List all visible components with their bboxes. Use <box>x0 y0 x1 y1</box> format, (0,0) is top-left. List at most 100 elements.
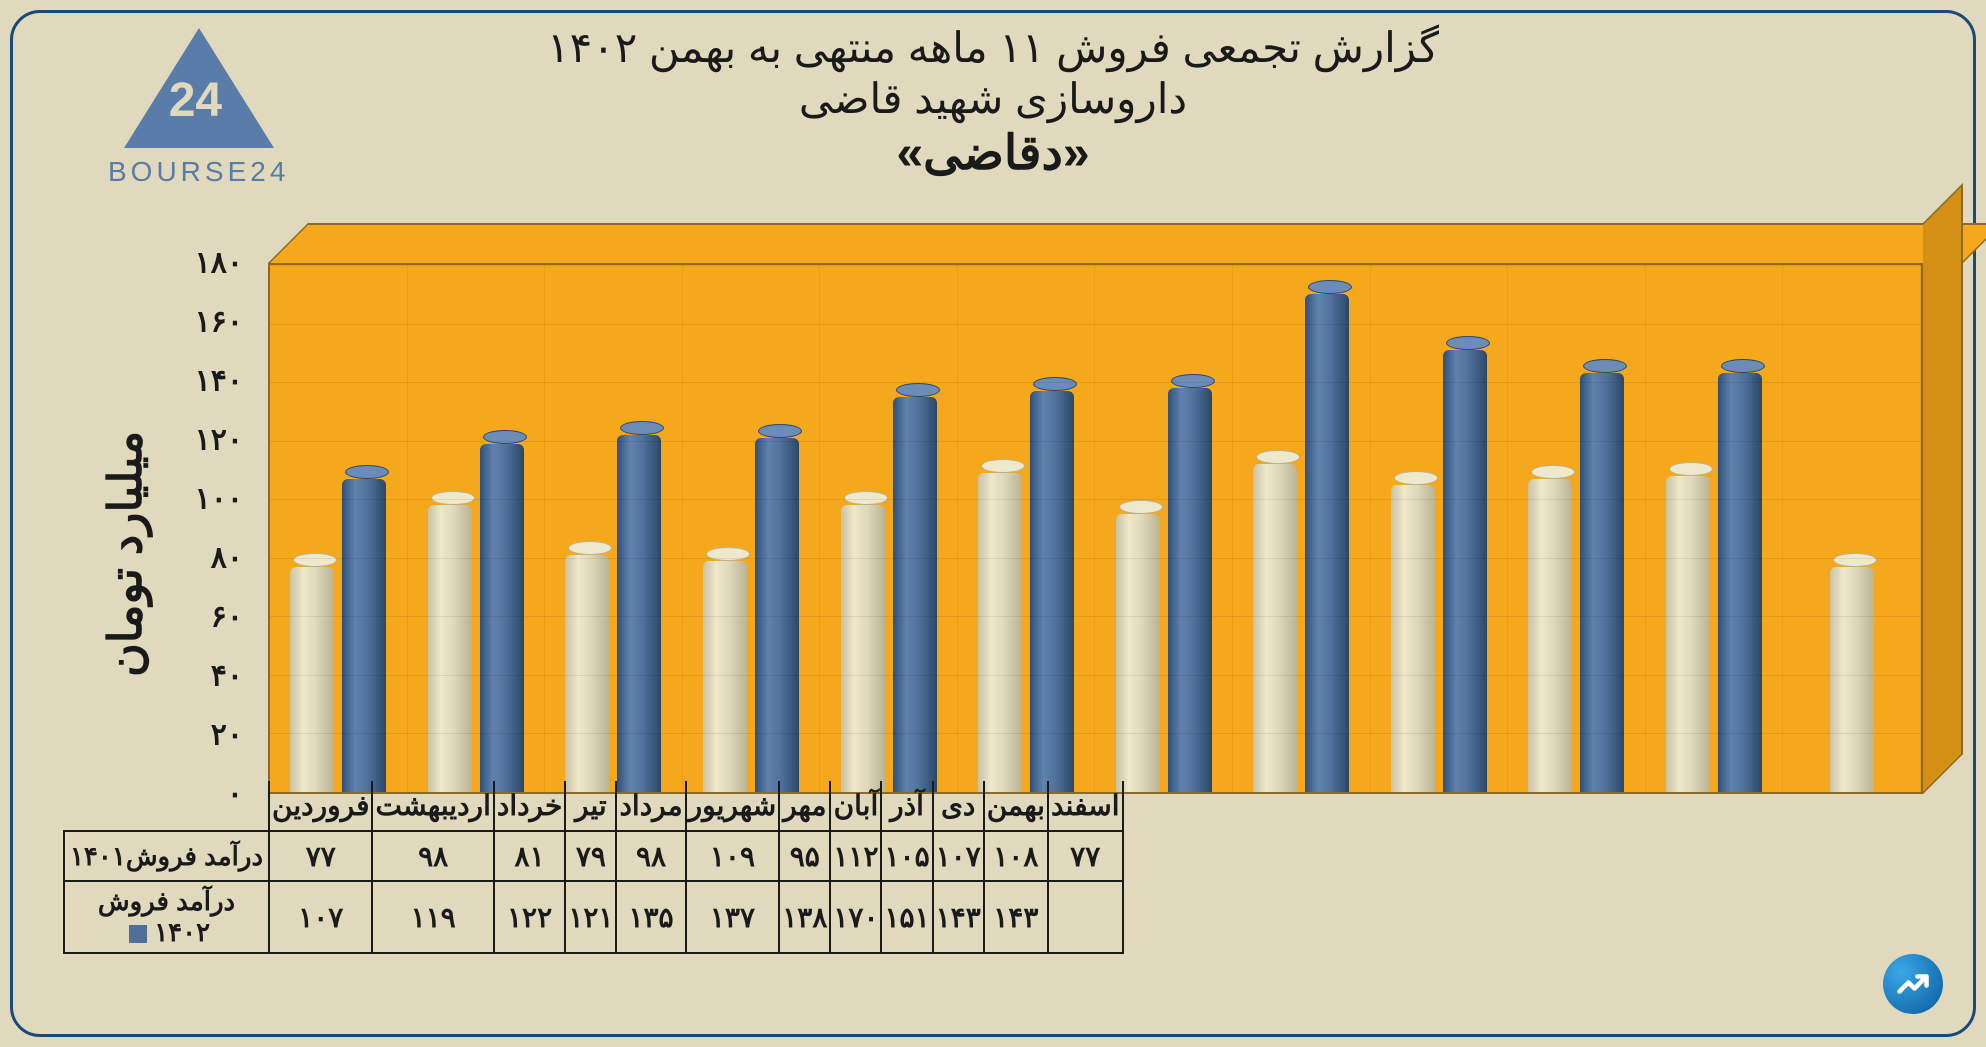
plot-3d-side <box>1923 183 1963 794</box>
bars-container <box>270 265 1921 792</box>
month-group <box>1233 265 1371 792</box>
table-row-series-b: درآمد فروش ۱۴۰۲ ۱۰۷۱۱۹۱۲۲۱۲۱۱۳۵۱۳۷۱۳۸۱۷۰… <box>64 881 1123 953</box>
y-tick: ۸۰ <box>211 541 243 576</box>
bar-series-a <box>1116 514 1160 792</box>
cell-series-b: ۱۱۹ <box>372 881 493 953</box>
cell-series-a: ۷۷ <box>1048 831 1123 881</box>
cell-series-b: ۱۰۷ <box>269 881 372 953</box>
bar-series-b <box>1168 388 1212 792</box>
cell-series-a: ۷۹ <box>565 831 616 881</box>
bar-series-a <box>841 505 885 792</box>
bar-series-a <box>978 473 1022 792</box>
chart-area: میلیارد تومان ۰۲۰۴۰۶۰۸۰۱۰۰۱۲۰۱۴۰۱۶۰۱۸۰ ف… <box>63 263 1923 954</box>
grid-line <box>270 265 1921 266</box>
month-header: تیر <box>565 781 616 831</box>
plot-3d-top <box>268 223 1986 263</box>
cell-series-a: ۱۰۵ <box>881 831 932 881</box>
month-group <box>1371 265 1509 792</box>
month-group <box>1508 265 1646 792</box>
cell-series-b: ۱۴۳ <box>933 881 984 953</box>
month-group <box>1095 265 1233 792</box>
legend-square-icon <box>129 925 147 943</box>
y-tick: ۱۸۰ <box>195 246 243 281</box>
cell-series-a: ۹۵ <box>779 831 830 881</box>
month-group <box>683 265 821 792</box>
data-table: فروردیناردیبهشتخردادتیرمردادشهریورمهرآبا… <box>63 781 1124 954</box>
month-header: بهمن <box>984 781 1048 831</box>
bar-series-a <box>1830 567 1874 792</box>
month-group <box>270 265 408 792</box>
table-row-series-a: درآمد فروش۱۴۰۱ ۷۷۹۸۸۱۷۹۹۸۱۰۹۹۵۱۱۲۱۰۵۱۰۷۱… <box>64 831 1123 881</box>
plot-area <box>268 263 1923 794</box>
cell-series-a: ۱۰۷ <box>933 831 984 881</box>
month-group <box>1783 265 1921 792</box>
grid-line <box>270 499 1921 500</box>
month-group <box>545 265 683 792</box>
cell-series-b: ۱۳۸ <box>779 881 830 953</box>
month-header: فروردین <box>269 781 372 831</box>
bar-series-b <box>1443 350 1487 792</box>
month-header: اسفند <box>1048 781 1123 831</box>
y-tick: ۴۰ <box>211 659 243 694</box>
bar-series-b <box>1580 373 1624 792</box>
grid-line <box>270 324 1921 325</box>
month-header: دی <box>933 781 984 831</box>
chart-titles: گزارش تجمعی فروش ۱۱ ماهه منتهی به بهمن ۱… <box>13 23 1973 181</box>
cell-series-b: ۱۷۰ <box>830 881 881 953</box>
month-header: اردیبهشت <box>372 781 493 831</box>
month-group <box>820 265 958 792</box>
bar-series-a <box>428 505 472 792</box>
cell-series-a: ۹۸ <box>372 831 493 881</box>
cell-series-b: ۱۳۵ <box>616 881 685 953</box>
corner-chart-icon <box>1883 954 1943 1014</box>
y-tick: ۱۲۰ <box>195 423 243 458</box>
grid-line <box>270 382 1921 383</box>
y-axis: ۰۲۰۴۰۶۰۸۰۱۰۰۱۲۰۱۴۰۱۶۰۱۸۰ <box>178 263 253 794</box>
y-axis-label: میلیارد تومان <box>98 313 153 794</box>
cell-series-b: ۱۳۷ <box>686 881 780 953</box>
month-group <box>1646 265 1784 792</box>
bar-series-a <box>1528 479 1572 792</box>
bar-series-b <box>1030 391 1074 792</box>
grid-line <box>270 733 1921 734</box>
cell-series-b: ۱۵۱ <box>881 881 932 953</box>
y-tick: ۱۴۰ <box>195 364 243 399</box>
grid-line <box>270 558 1921 559</box>
series-b-label: درآمد فروش ۱۴۰۲ <box>64 881 269 953</box>
month-header: خرداد <box>494 781 565 831</box>
bar-series-a <box>1666 476 1710 792</box>
bar-series-a <box>290 567 334 792</box>
table-row-months: فروردیناردیبهشتخردادتیرمردادشهریورمهرآبا… <box>64 781 1123 831</box>
title-line3: «دقاضی» <box>13 125 1973 181</box>
cell-series-a: ۷۷ <box>269 831 372 881</box>
bar-series-b <box>617 435 661 792</box>
grid-line <box>270 441 1921 442</box>
title-line1: گزارش تجمعی فروش ۱۱ ماهه منتهی به بهمن ۱… <box>13 23 1973 72</box>
cell-series-b: ۱۲۱ <box>565 881 616 953</box>
grid-line <box>270 675 1921 676</box>
bar-series-a <box>703 561 747 792</box>
month-header: مرداد <box>616 781 685 831</box>
cell-series-b: ۱۲۲ <box>494 881 565 953</box>
title-line2: داروسازی شهید قاضی <box>13 74 1973 123</box>
cell-series-a: ۹۸ <box>616 831 685 881</box>
bar-series-b <box>342 479 386 792</box>
y-tick: ۱۰۰ <box>195 482 243 517</box>
cell-series-a: ۱۱۲ <box>830 831 881 881</box>
bar-series-b <box>1305 294 1349 792</box>
y-tick: ۱۶۰ <box>195 305 243 340</box>
bar-series-a <box>565 555 609 792</box>
cell-series-a: ۱۰۸ <box>984 831 1048 881</box>
month-header: مهر <box>779 781 830 831</box>
cell-series-a: ۱۰۹ <box>686 831 780 881</box>
month-header: شهریور <box>686 781 780 831</box>
series-b-label-text: درآمد فروش ۱۴۰۲ <box>98 886 235 947</box>
y-tick: ۶۰ <box>211 600 243 635</box>
month-header: آبان <box>830 781 881 831</box>
cell-series-a: ۸۱ <box>494 831 565 881</box>
bar-series-b <box>1718 373 1762 792</box>
cell-series-b: ۱۴۳ <box>984 881 1048 953</box>
bar-series-a <box>1253 464 1297 792</box>
y-tick: ۲۰ <box>211 718 243 753</box>
cell-series-b <box>1048 881 1123 953</box>
